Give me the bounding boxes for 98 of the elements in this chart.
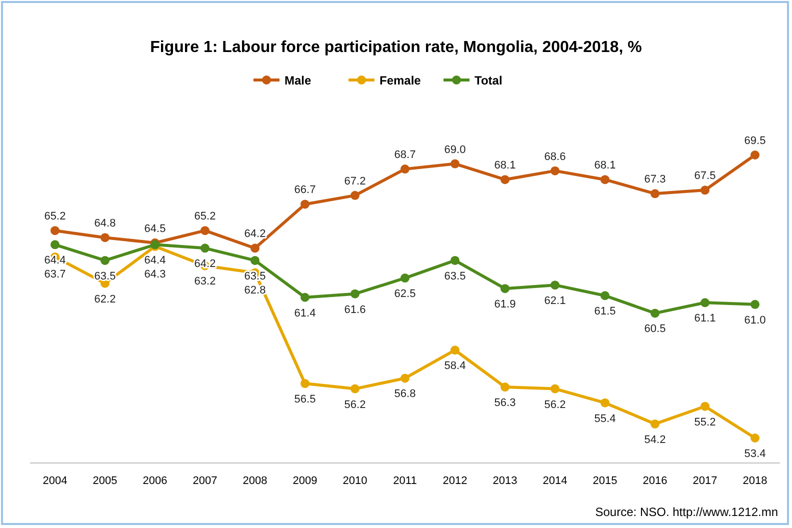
point: [350, 289, 360, 298]
data-label: 67.2: [344, 175, 366, 188]
point: [400, 164, 410, 174]
data-label: 63.2: [194, 276, 216, 288]
point: [600, 398, 610, 408]
data-label: 62.1: [544, 295, 566, 308]
data-label: 56.2: [344, 398, 366, 411]
point: [650, 419, 660, 428]
data-label: 67.3: [644, 174, 666, 186]
data-label: 63.7: [44, 268, 66, 281]
chart-title: Figure 1: Labour force participation rate, Mongolia, 2004-2018, %: [150, 39, 642, 56]
point: [450, 256, 460, 265]
data-label: 65.2: [194, 210, 216, 223]
point: [700, 402, 710, 411]
data-label: 61.4: [294, 307, 316, 320]
data-label: 68.1: [594, 160, 616, 172]
legend-label: Female: [380, 74, 422, 88]
data-label: 61.1: [694, 312, 716, 325]
source-note: Source: NSO. http://www.1212.mn: [595, 505, 778, 519]
x-tick-label: 2010: [342, 475, 368, 487]
point: [450, 159, 460, 168]
x-tick-label: 2011: [393, 475, 417, 487]
legend-label: Total: [474, 74, 502, 88]
data-label: 54.2: [644, 434, 666, 446]
point: [550, 384, 560, 394]
point: [400, 374, 410, 383]
point: [350, 384, 360, 394]
data-label: 53.4: [744, 448, 766, 460]
data-label: 68.1: [494, 160, 516, 172]
data-label: 62.5: [394, 288, 416, 300]
data-label: 64.5: [144, 222, 166, 235]
x-tick-label: 2016: [642, 475, 668, 487]
x-tick-label: 2012: [442, 475, 468, 487]
point: [750, 434, 760, 442]
point: [300, 292, 310, 302]
point: [300, 200, 310, 209]
point: [500, 382, 510, 392]
data-label: 63.5: [444, 270, 466, 282]
x-tick-label: 2005: [92, 475, 118, 487]
data-label: 68.6: [544, 150, 566, 163]
data-label: 69.0: [444, 144, 466, 156]
data-label: 64.2: [244, 228, 266, 240]
point: [600, 291, 610, 300]
point: [400, 274, 410, 283]
x-tick-label: 2009: [292, 475, 318, 487]
data-label: 61.5: [594, 306, 616, 318]
point: [750, 300, 760, 309]
data-label: 58.4: [444, 360, 466, 372]
data-label: 65.2: [44, 210, 66, 223]
point: [550, 166, 560, 176]
point: [50, 240, 60, 250]
data-label: 55.4: [594, 412, 616, 425]
point: [750, 150, 760, 160]
x-tick-label: 2004: [42, 475, 68, 487]
point: [450, 346, 460, 355]
data-label: 61.0: [744, 314, 766, 326]
x-tick-label: 2008: [242, 475, 268, 487]
point: [600, 175, 610, 184]
x-tick-label: 2018: [742, 475, 768, 487]
data-label: 64.4: [144, 254, 166, 267]
data-label: 61.6: [344, 304, 366, 316]
data-label: 56.3: [494, 397, 516, 410]
data-label: 64.8: [94, 218, 116, 230]
point: [350, 190, 360, 200]
point: [100, 256, 110, 265]
data-label: 69.5: [744, 135, 766, 147]
point: [500, 284, 510, 294]
data-label: 60.5: [644, 323, 666, 336]
point: [250, 256, 260, 265]
data-label: 61.9: [494, 298, 516, 311]
data-label: 56.2: [544, 398, 566, 411]
point: [650, 308, 660, 318]
point: [200, 244, 210, 253]
point: [700, 298, 710, 308]
point: [200, 226, 210, 236]
point: [650, 189, 660, 198]
data-label: 67.5: [694, 170, 716, 182]
point: [700, 186, 710, 195]
x-tick-label: 2007: [192, 475, 218, 487]
x-tick-label: 2017: [692, 475, 718, 487]
x-tick-label: 2013: [492, 475, 518, 487]
data-label: 64.3: [144, 268, 166, 281]
point: [300, 379, 310, 388]
x-tick-label: 2014: [542, 475, 568, 487]
data-label: 56.5: [294, 394, 316, 406]
point: [50, 226, 60, 236]
point: [250, 244, 260, 253]
point: [100, 233, 110, 242]
point: [550, 280, 560, 290]
x-tick-label: 2006: [142, 475, 168, 487]
x-tick-label: 2015: [592, 475, 618, 487]
data-label: 55.2: [694, 416, 716, 428]
data-label: 62.2: [94, 293, 116, 306]
data-label: 56.8: [394, 388, 416, 400]
point: [500, 175, 510, 184]
legend-label: Male: [284, 74, 312, 88]
data-label: 66.7: [294, 184, 316, 196]
data-label: 68.7: [394, 149, 416, 162]
